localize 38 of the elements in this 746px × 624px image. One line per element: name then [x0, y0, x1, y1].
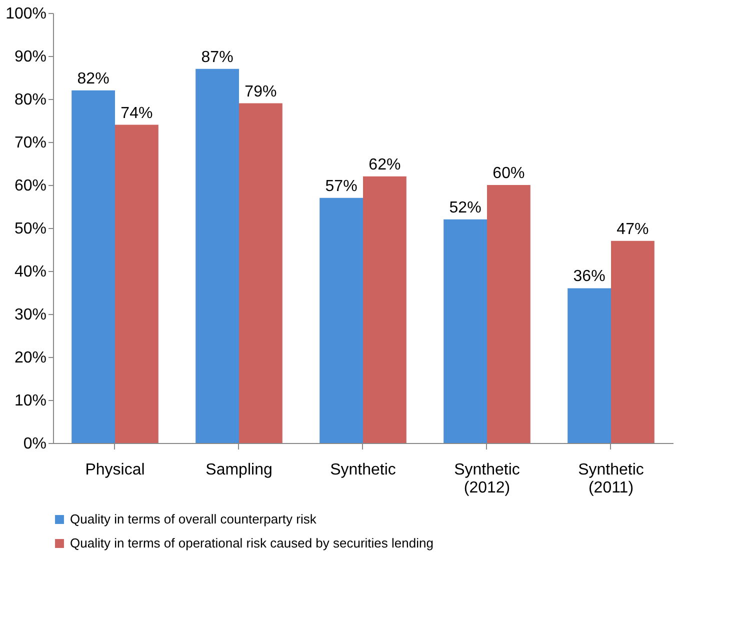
- data-label: 79%: [244, 83, 277, 100]
- data-label: 60%: [492, 165, 525, 182]
- y-tick-label: 20%: [14, 350, 46, 366]
- bar: [115, 124, 158, 443]
- y-tick-label: 30%: [14, 306, 46, 324]
- bar: [568, 288, 611, 443]
- y-tick-label: 60%: [14, 178, 46, 194]
- y-tick-label: 40%: [14, 264, 46, 280]
- data-label: 62%: [368, 156, 401, 174]
- bar: [239, 103, 282, 443]
- bar: [611, 240, 654, 443]
- bar: [444, 219, 487, 443]
- data-label: 57%: [325, 178, 358, 195]
- bar: [487, 185, 530, 443]
- x-tick-label: Synthetic (2011): [578, 462, 644, 496]
- y-tick-label: 70%: [14, 134, 46, 152]
- x-tick-label: Synthetic: [330, 462, 396, 478]
- data-label: 82%: [77, 70, 110, 88]
- y-tick-label: 0%: [23, 436, 46, 452]
- y-tick-label: 80%: [14, 92, 46, 108]
- bar: [363, 176, 406, 443]
- data-label: 74%: [120, 104, 153, 122]
- bar: [196, 68, 239, 443]
- data-label: 47%: [616, 220, 649, 238]
- data-label: 36%: [573, 268, 606, 286]
- legend-label: Quality in terms of operational risk caused by securities lending: [70, 536, 434, 550]
- x-tick-label: Sampling: [206, 462, 272, 478]
- x-tick-label: Synthetic (2012): [454, 462, 520, 496]
- legend-label: Quality in terms of overall counterparty risk: [70, 512, 317, 526]
- data-label: 52%: [449, 199, 482, 216]
- y-tick-label: 10%: [14, 392, 46, 410]
- y-tick-label: 90%: [14, 48, 46, 66]
- x-tick-label: Physical: [85, 462, 145, 478]
- bar: [72, 90, 115, 443]
- y-tick-label: 50%: [14, 220, 46, 238]
- bar: [320, 198, 363, 443]
- y-tick-label: 100%: [6, 6, 46, 22]
- data-label: 87%: [201, 48, 234, 66]
